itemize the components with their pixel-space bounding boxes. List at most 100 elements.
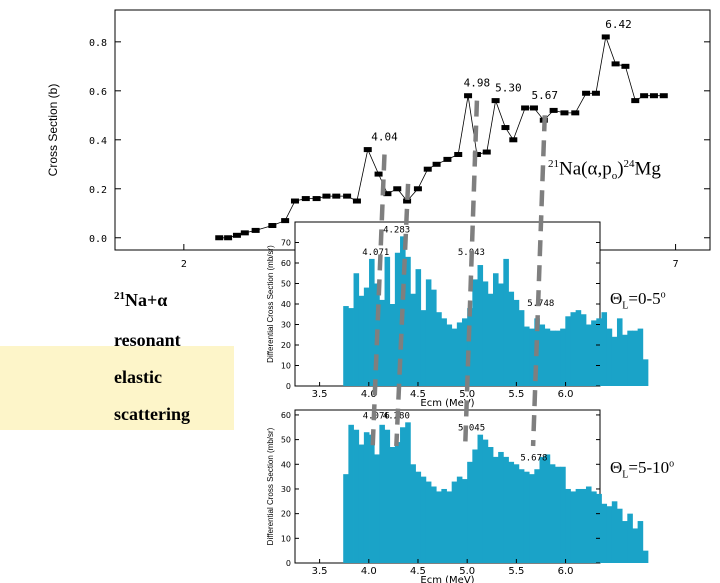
y-tick-label: 0.8 [89, 38, 107, 49]
histogram-bar [482, 281, 489, 386]
histogram-bar [575, 488, 582, 563]
x-tick-label: 7 [673, 259, 679, 270]
x-tick-label: 4.0 [361, 566, 377, 577]
histogram-bar [565, 316, 571, 386]
histogram-bar [523, 326, 530, 386]
histogram-bar [565, 488, 571, 563]
data-point [601, 34, 610, 40]
histogram-bar [560, 466, 566, 563]
data-point [591, 90, 600, 96]
histogram-bar [472, 279, 478, 386]
histogram-bar [441, 318, 447, 386]
histogram-bar [477, 265, 484, 386]
histogram-bar [363, 287, 370, 386]
histogram-bar [523, 471, 530, 563]
histogram-bar [539, 456, 546, 563]
histogram-bar [616, 508, 623, 563]
histogram-bar [358, 444, 365, 563]
y-axis-label: Differential Cross Section (mb/sr) [266, 427, 275, 545]
histogram-bar [446, 324, 453, 386]
histogram-bar [539, 324, 546, 386]
resonance-guide-line [394, 183, 411, 447]
histogram-bar [363, 432, 370, 563]
reaction-label: 21Na(α,po)24Mg [548, 158, 661, 183]
x-axis-label: Ecm (MeV) [420, 575, 474, 583]
histogram-bar [353, 429, 360, 563]
data-point [215, 235, 224, 241]
histogram-bar [415, 269, 422, 386]
y-tick-label: 50 [281, 280, 291, 289]
histogram-bar [343, 474, 349, 563]
x-tick-label: 4.0 [361, 389, 377, 400]
histogram-bar [384, 256, 391, 386]
y-tick-label: 30 [281, 321, 291, 330]
histogram-bar [570, 491, 577, 563]
data-point [571, 110, 580, 116]
histogram-bar [596, 318, 602, 386]
x-tick-label: 4.5 [410, 389, 426, 400]
histogram-bar [611, 501, 618, 563]
data-point [374, 171, 383, 177]
data-point [332, 193, 341, 199]
x-axis-label: Ecm (MeV) [420, 398, 474, 409]
histogram-bar [405, 256, 411, 386]
peak-label: 5.748 [527, 299, 554, 309]
plot-frame [114, 9, 711, 251]
histogram-bar [601, 312, 608, 386]
histogram-bar [642, 550, 649, 563]
x-tick-label: 5.0 [459, 389, 475, 400]
peak-label: 4.98 [464, 77, 491, 90]
histogram-bar [348, 424, 354, 563]
data-point [383, 191, 392, 197]
histogram-bar [467, 308, 473, 386]
histogram-bar [420, 476, 427, 563]
y-axis-label: Cross Section (b) [46, 84, 60, 177]
histogram-bar [622, 334, 628, 386]
x-tick-label: 3.5 [312, 389, 328, 400]
resonance-guide-line [530, 115, 548, 447]
histogram-bar [420, 310, 427, 386]
histogram-bar [451, 481, 458, 563]
x-tick-label: 6.0 [558, 566, 574, 577]
data-point [432, 161, 441, 167]
histogram-bar [601, 503, 608, 563]
histogram-bar [554, 466, 561, 563]
histogram-bar [493, 273, 499, 386]
differential-chart-0-5: 0 10 20 30 40 50 60 70 3.5 4.0 4.5 5.0 5.5 6.0 Ecm (Me… [266, 221, 649, 409]
y-tick-label: 0.2 [89, 185, 107, 196]
histogram-bar [549, 464, 556, 563]
data-point [224, 235, 233, 241]
histogram-bar [544, 454, 551, 563]
data-point [281, 218, 290, 224]
data-point [312, 196, 321, 202]
y-tick-label: 0.6 [89, 87, 107, 98]
data-point [403, 198, 412, 204]
x-tick-label: 3.5 [312, 566, 328, 577]
y-tick-label: 0.4 [89, 136, 107, 147]
peak-label: 4.071 [362, 248, 389, 258]
y-tick-label: 20 [281, 510, 291, 519]
histogram-bar [462, 318, 468, 386]
histogram-bar [606, 506, 613, 563]
data-point [549, 107, 558, 113]
histogram-bar [560, 328, 566, 386]
data-point [240, 230, 249, 236]
histogram-bar [379, 299, 385, 386]
data-point [509, 137, 518, 143]
x-tick-label: 5.5 [508, 566, 524, 577]
histogram-bar [358, 295, 365, 386]
histogram-bar [451, 328, 458, 386]
differential-chart-5-10: 0 10 20 30 40 50 60 3.5 4.0 4.5 5.0 5.5 6.0 Ecm (MeV)… [266, 409, 649, 583]
histogram-bar [446, 491, 453, 563]
data-point [621, 63, 630, 69]
data-point [290, 198, 299, 204]
x-tick-label: 2 [181, 259, 187, 270]
histogram-bar [472, 449, 478, 563]
histogram-bar [554, 330, 561, 386]
theta-label-5-10: ΘL=5-10o [610, 458, 675, 481]
histogram-bar [462, 479, 468, 563]
histogram-bar [518, 469, 525, 563]
histogram-bar [436, 312, 442, 386]
histogram-bar [384, 429, 391, 563]
histogram-bar [405, 422, 411, 563]
